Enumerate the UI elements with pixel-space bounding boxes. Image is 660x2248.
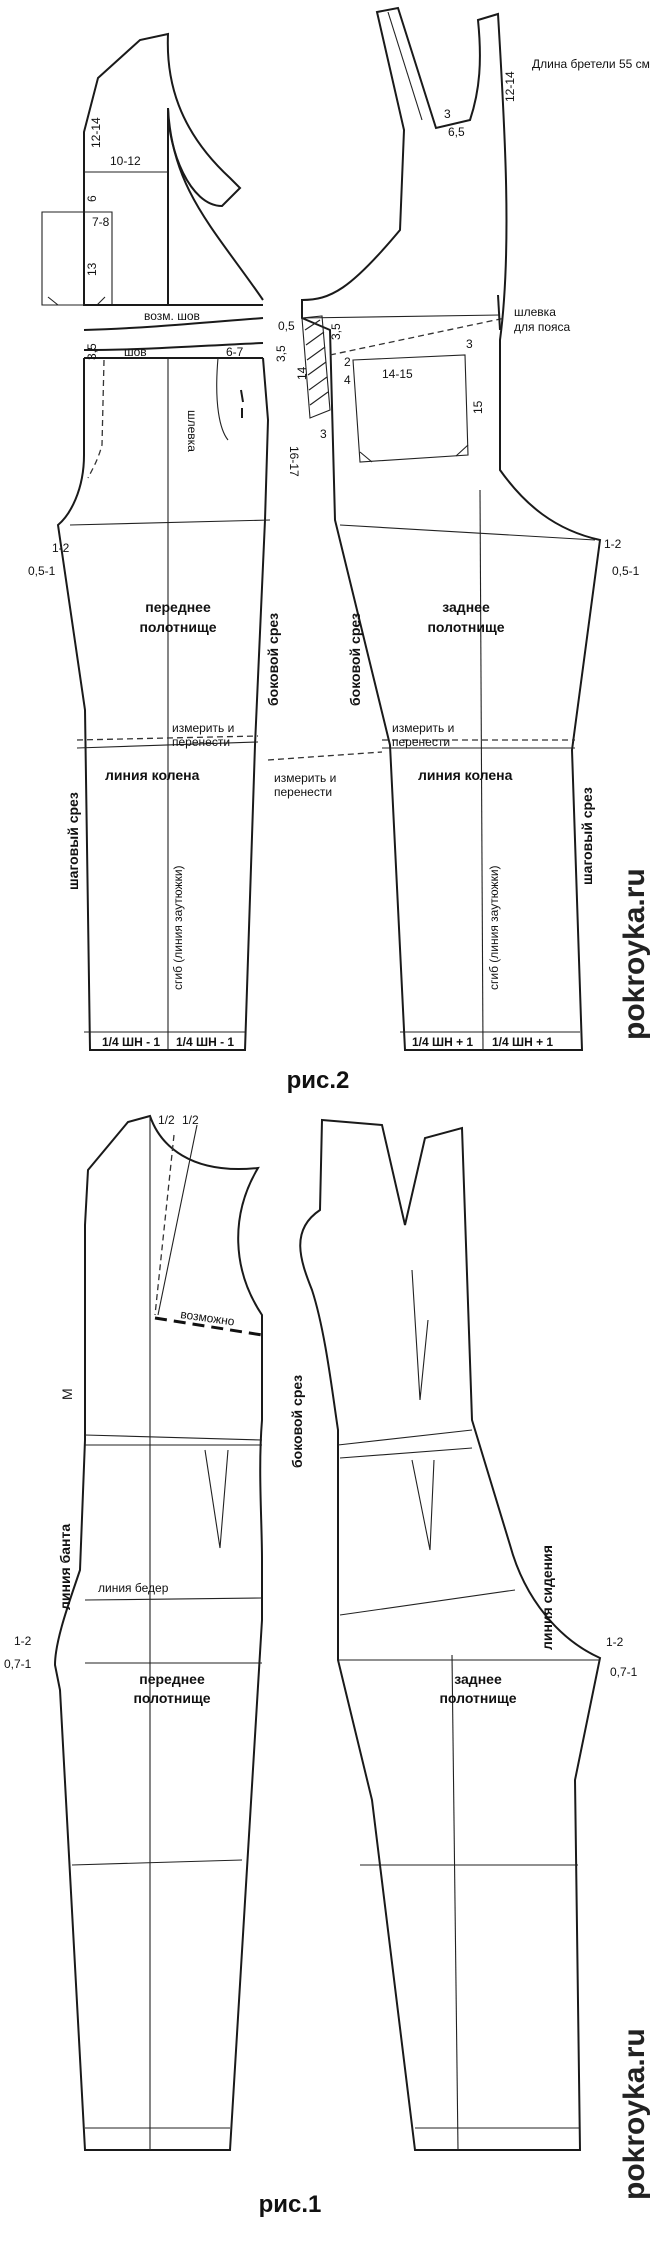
watermark-top: pokroyka.ru — [618, 868, 651, 1040]
back-dim-6-5: 6,5 — [448, 125, 465, 139]
dim-6: 6 — [85, 195, 99, 202]
fig2-front-hem-right: 1/4 ШН - 1 — [176, 1035, 234, 1049]
dim-12-14: 12-14 — [89, 117, 103, 148]
seam-allowance: возм. шов — [144, 309, 200, 323]
fig2-caption: рис.2 — [287, 1067, 350, 1094]
back-hatched-tab — [301, 315, 331, 419]
fig2-back-hem-right: 1/4 ШН + 1 — [492, 1035, 553, 1049]
fig1-dim-right-1-2: 1-2 — [606, 1635, 624, 1649]
back-dim-3-5: 3,5 — [329, 323, 343, 340]
front-loop-label: шлевка — [185, 410, 199, 452]
fig2-back-piece — [267, 6, 602, 1051]
fig2-back-measure-1: измерить и — [392, 721, 454, 735]
fig2-back-fold: сгиб (линия заутюжки) — [487, 865, 501, 990]
fig2-front-hem-left: 1/4 ШН - 1 — [102, 1035, 160, 1049]
fig1-back-title-2: полотнище — [439, 1690, 516, 1706]
fig1-dim-left-0-7-1: 0,7-1 — [4, 1657, 32, 1671]
watermark-bottom: pokroyka.ru — [618, 2028, 651, 2200]
fig2-front-fold: сгиб (линия заутюжки) — [171, 865, 185, 990]
back-dim-3c: 3 — [320, 427, 327, 441]
fig1-bow-line: линия банта — [57, 1524, 73, 1610]
fig1-half-a: 1/2 — [158, 1113, 175, 1127]
fig2-front-title-1: переднее — [145, 599, 211, 615]
back-dim-4: 4 — [344, 373, 351, 387]
fig1-dim-right-0-7-1: 0,7-1 — [610, 1665, 638, 1679]
fig1-front-piece — [53, 1114, 263, 2151]
fig2-front-knee-line: линия колена — [105, 767, 200, 783]
fig1-dim-left-1-2: 1-2 — [14, 1634, 32, 1648]
fig2-back-knee-line: линия колена — [418, 767, 513, 783]
back-dim-0-5-1: 0,5-1 — [612, 564, 640, 578]
fig1-front-title-1: переднее — [139, 1671, 205, 1687]
fig2-front-inseam: шаговый срез — [65, 792, 81, 890]
fig1-side-cut: боковой срез — [289, 1375, 305, 1468]
fig1-half-b: 1/2 — [182, 1113, 199, 1127]
fig2-front-measure-2: перенести — [172, 735, 230, 749]
fig2-back-side-cut: боковой срез — [347, 613, 363, 706]
fig1-hip-line: линия бедер — [98, 1581, 169, 1595]
fig1-caption: рис.1 — [259, 2191, 322, 2218]
fig1-possible: возможно — [180, 1307, 236, 1328]
back-dim-3b: 3 — [466, 337, 473, 351]
fig2-back-inseam: шаговый срез — [579, 787, 595, 885]
fig2-front-piece — [41, 32, 271, 1051]
back-crease-line — [479, 489, 484, 1051]
back-dim-1-2: 1-2 — [604, 537, 622, 551]
fig2-back-measure-2: перенести — [392, 735, 450, 749]
fig1-back-title-1: заднее — [454, 1671, 502, 1687]
dim-16-17: 16-17 — [287, 446, 301, 477]
back-dim-2: 2 — [344, 355, 351, 369]
back-dim-14-15: 14-15 — [382, 367, 413, 381]
back-dim-12-14: 12-14 — [503, 71, 517, 102]
seam-label: шов — [124, 345, 147, 359]
dim-7-8-label: 7-8 — [92, 215, 110, 229]
fig2-back-title-2: полотнище — [427, 619, 504, 635]
fig1-back-piece — [299, 1118, 602, 2151]
back-loop-1: шлевка — [514, 305, 556, 319]
dim-6-7: 6-7 — [226, 345, 244, 359]
fig2-back-hem-left: 1/4 ШН + 1 — [412, 1035, 473, 1049]
fig2-front-title-2: полотнище — [139, 619, 216, 635]
dim-3-5-left: 3,5 — [85, 343, 99, 360]
back-pocket — [352, 354, 469, 463]
fig2-back-title-1: заднее — [442, 599, 490, 615]
dim-0-5: 0,5 — [278, 319, 295, 333]
fig1-front-title-2: полотнище — [133, 1690, 210, 1706]
back-dim-14: 14 — [295, 366, 309, 380]
dim-10-12: 10-12 — [110, 154, 141, 168]
fig2-front-measure-1: измерить и — [172, 721, 234, 735]
fig2-middle-measure-2: перенести — [274, 785, 332, 799]
fig2-front-side-cut: боковой срез — [265, 613, 281, 706]
strap-length: Длина бретели 55 см — [532, 57, 650, 71]
back-dim-15: 15 — [471, 400, 485, 414]
fig1-m-label: М — [59, 1388, 75, 1400]
back-loop-2: для пояса — [514, 320, 571, 334]
dim-3-5-right: 3,5 — [274, 345, 288, 362]
dim-13: 13 — [85, 262, 99, 276]
fig1-seat-line: линия сидения — [539, 1545, 555, 1650]
fig2-middle-measure-1: измерить и — [274, 771, 336, 785]
dim-0-5-1-left: 0,5-1 — [28, 564, 56, 578]
dim-1-2-left: 1-2 — [52, 541, 70, 555]
back-dim-3: 3 — [444, 107, 451, 121]
